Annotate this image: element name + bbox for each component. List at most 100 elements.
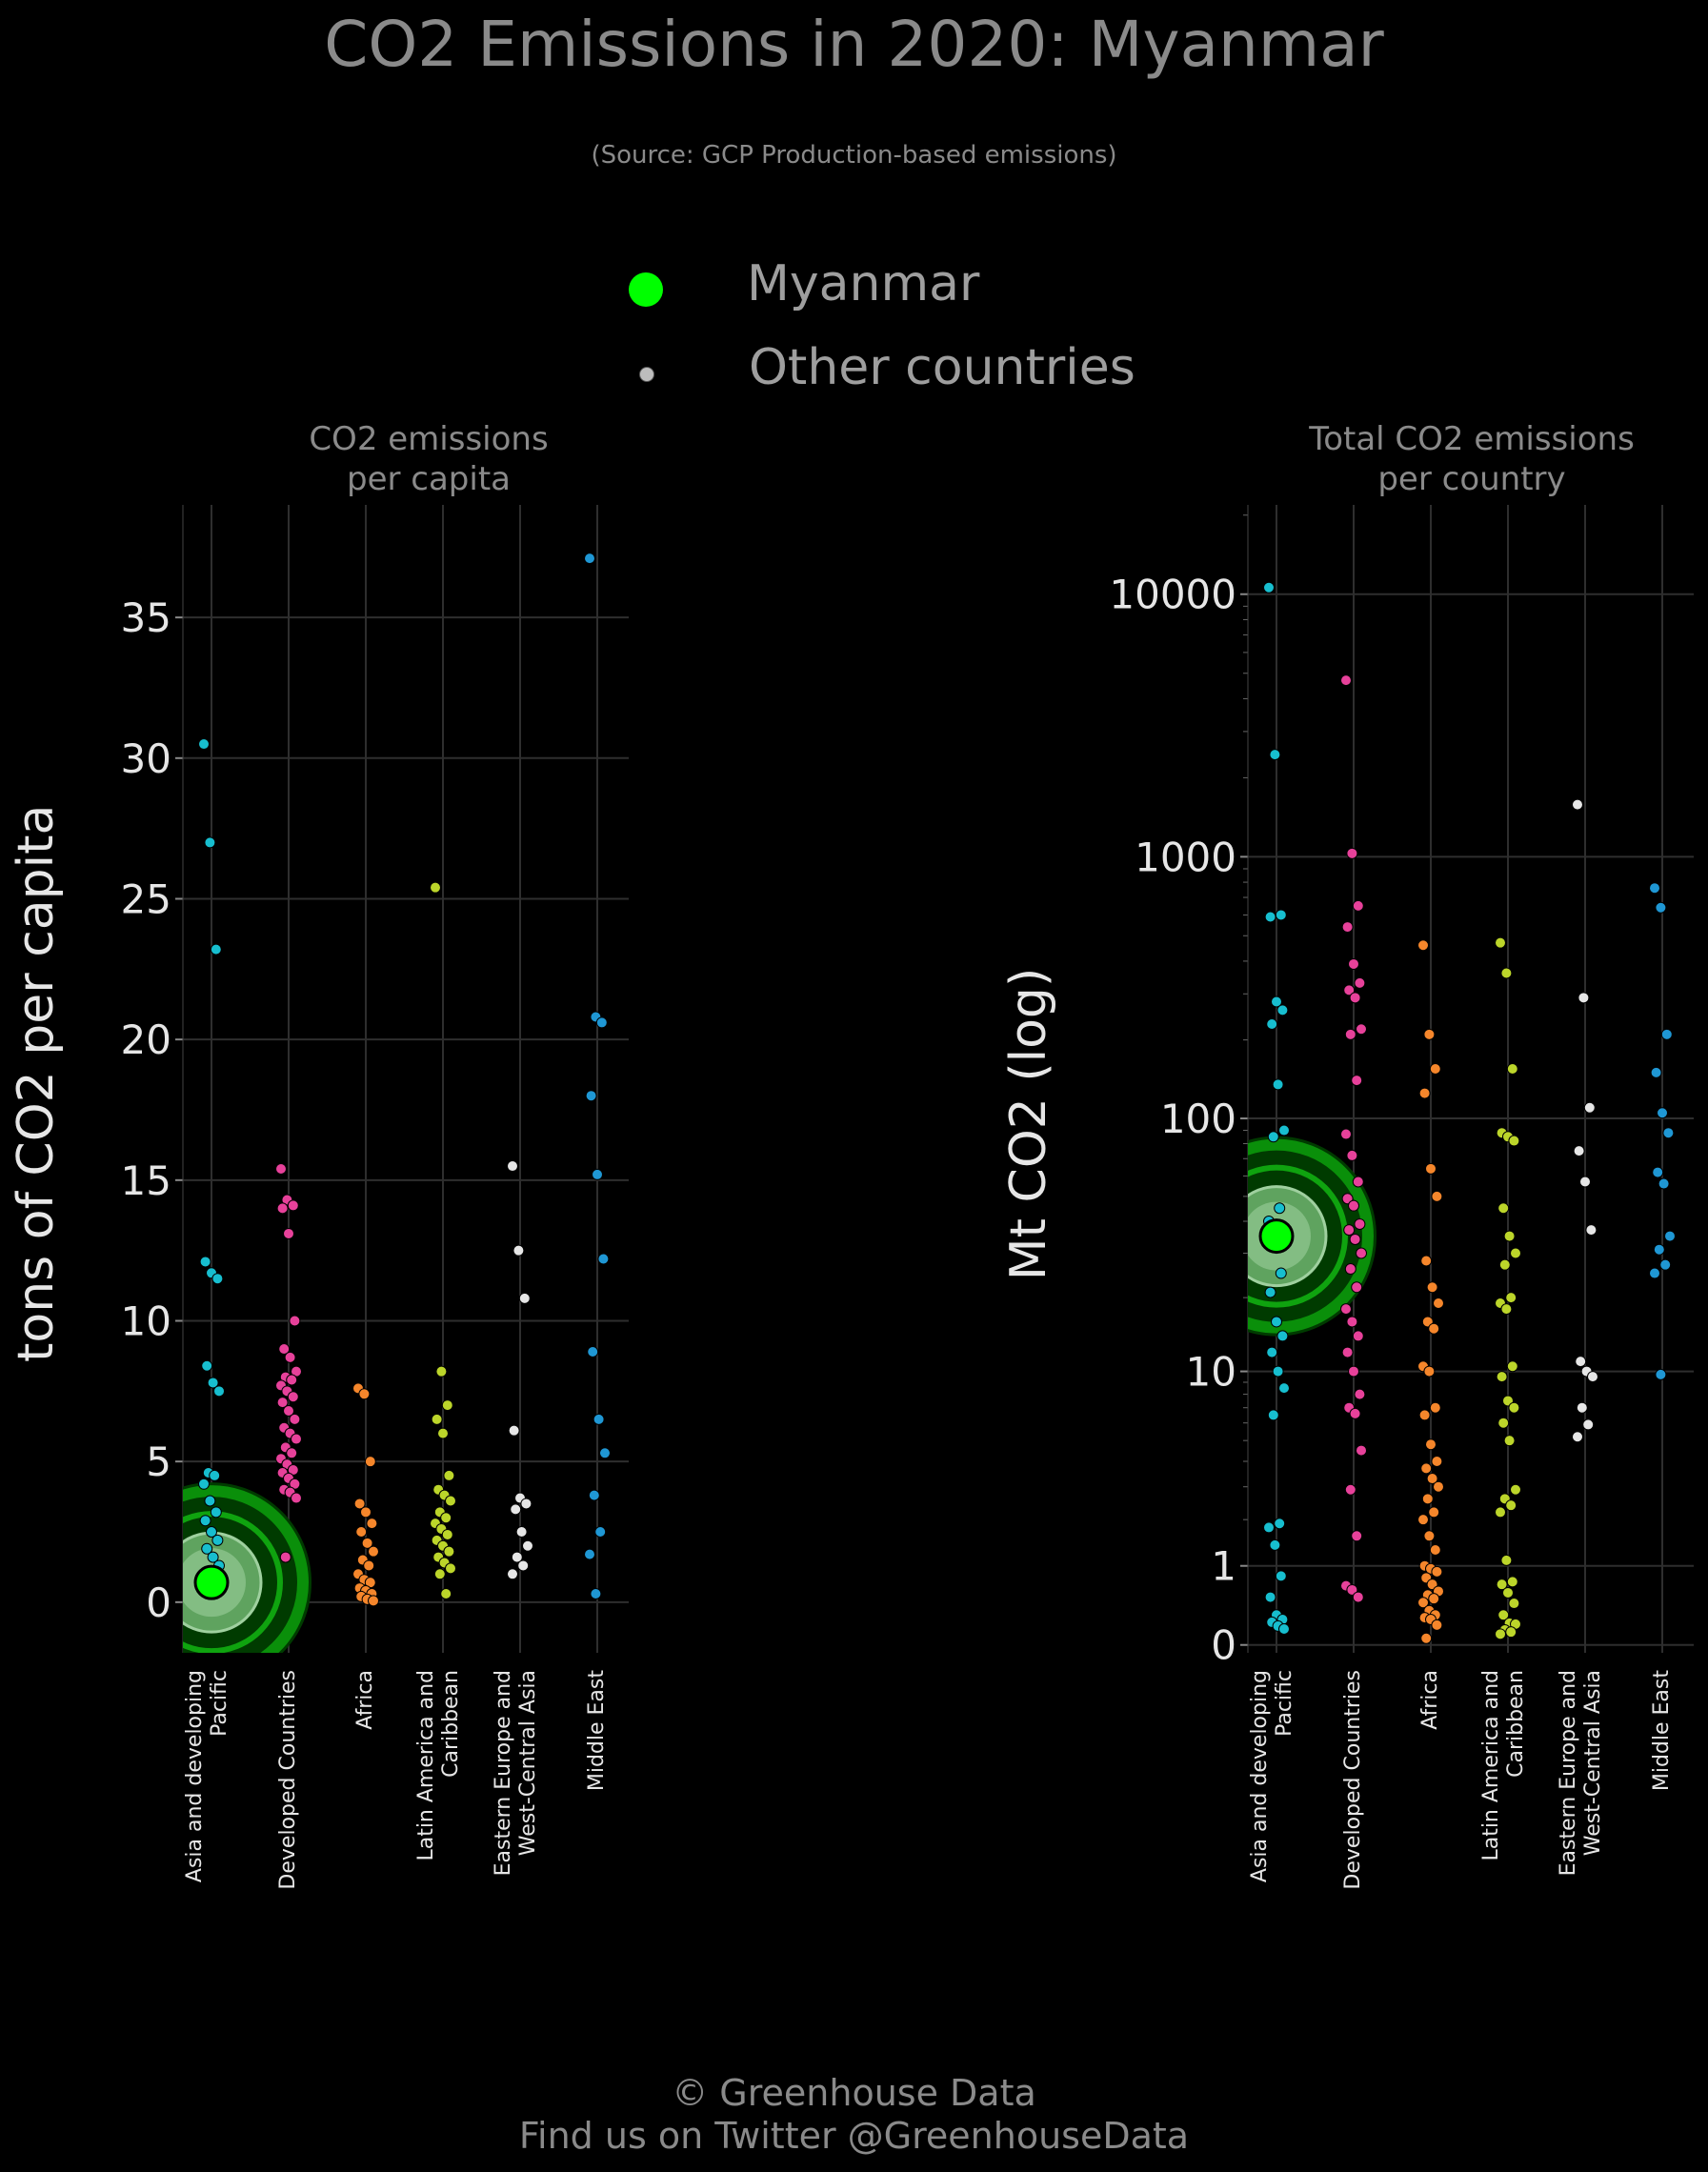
data-point: [1346, 1316, 1358, 1328]
data-point: [1425, 1438, 1437, 1451]
data-point: [440, 1512, 452, 1524]
data-point: [1503, 1435, 1516, 1447]
highlight-halo: [1248, 1136, 1376, 1337]
data-point: [363, 1559, 375, 1572]
data-point: [511, 1551, 523, 1563]
data-point: [1657, 1107, 1668, 1119]
data-point: [1266, 1017, 1278, 1030]
panel-title-left-line1: CO2 emissions: [309, 420, 549, 458]
data-point: [361, 1537, 373, 1549]
data-point: [201, 1359, 213, 1372]
data-point: [1264, 911, 1276, 923]
data-point: [1275, 1570, 1287, 1582]
x-tick-label: Latin America and: [1479, 1670, 1503, 1861]
data-point: [1497, 1609, 1510, 1621]
data-point: [276, 1397, 289, 1409]
data-point: [1278, 1382, 1290, 1395]
x-tick-label: Developed Countries: [276, 1670, 300, 1890]
data-point: [1264, 1591, 1276, 1603]
data-point: [599, 1447, 611, 1459]
data-point: [287, 1391, 299, 1403]
data-point: [209, 1469, 221, 1481]
y-tick-label: 0: [146, 1579, 171, 1626]
data-point: [198, 738, 210, 751]
data-point: [1572, 1431, 1583, 1443]
data-point: [1587, 1371, 1598, 1383]
data-point: [1340, 1303, 1352, 1316]
data-point: [279, 1551, 291, 1563]
data-point: [210, 1506, 222, 1518]
y-tick-label: 10000: [1109, 572, 1236, 618]
data-point: [283, 1405, 294, 1418]
legend-marker-highlight: [629, 272, 663, 307]
data-point: [1510, 1247, 1521, 1259]
data-point: [1502, 1586, 1514, 1599]
data-point: [275, 1163, 287, 1176]
data-point: [587, 1345, 599, 1358]
data-point: [1431, 1619, 1443, 1631]
data-point: [207, 1551, 219, 1563]
data-point: [1500, 1554, 1513, 1566]
data-point: [1264, 1286, 1276, 1298]
data-point: [1510, 1483, 1521, 1496]
data-point: [1508, 1598, 1520, 1610]
panel-title-right: Total CO2 emissions per country: [1262, 419, 1681, 499]
data-point: [1425, 1162, 1437, 1175]
data-point: [1266, 1346, 1278, 1358]
data-point: [441, 1528, 453, 1540]
data-point: [1429, 1062, 1441, 1075]
data-point: [1417, 939, 1429, 952]
data-point: [358, 1388, 371, 1400]
y-tick-label: 35: [121, 594, 171, 641]
y-tick-label: 30: [121, 735, 171, 782]
data-point: [1431, 1455, 1443, 1467]
data-point: [1423, 1028, 1436, 1040]
data-point: [1572, 798, 1583, 811]
data-point: [593, 1413, 605, 1425]
x-tick-label: Caribbean: [439, 1670, 463, 1778]
halo-ring-inner: [1248, 1164, 1348, 1308]
data-point: [1500, 1303, 1513, 1316]
data-point: [1420, 1632, 1433, 1644]
panel-title-right-line2: per country: [1377, 460, 1566, 498]
data-point: [1653, 1243, 1665, 1256]
data-point: [1348, 957, 1359, 970]
y-tick-label: 5: [146, 1438, 171, 1485]
data-point: [1428, 1322, 1440, 1335]
legend-label-highlight: Myanmar: [747, 255, 980, 312]
data-point: [1346, 1149, 1358, 1161]
data-point: [1495, 1506, 1506, 1518]
data-point: [515, 1526, 528, 1538]
data-point: [287, 1199, 299, 1212]
data-point: [1655, 1368, 1667, 1380]
y-tick-label: 100: [1160, 1096, 1236, 1142]
data-point: [507, 1568, 518, 1580]
data-point: [1426, 1281, 1438, 1294]
data-point: [433, 1568, 446, 1580]
data-point: [1267, 1409, 1279, 1421]
y-tick-label: 15: [121, 1157, 171, 1204]
y-tick-label: 25: [121, 875, 171, 922]
data-point: [1271, 996, 1282, 1008]
data-point: [592, 1168, 603, 1180]
data-point: [1275, 1267, 1287, 1279]
data-point: [1658, 1177, 1670, 1190]
data-point: [286, 1374, 298, 1386]
data-point: [1664, 1230, 1676, 1242]
y-tick-label: 10: [1186, 1349, 1236, 1396]
x-tick-label: West-Central Asia: [1581, 1670, 1605, 1856]
data-point: [276, 1202, 289, 1215]
data-point: [584, 1548, 595, 1560]
footer-copyright: © Greenhouse Data: [672, 2072, 1036, 2114]
data-point: [1496, 1371, 1508, 1383]
legend: Myanmar Other countries: [610, 255, 1200, 417]
x-tick-label: Caribbean: [1504, 1670, 1528, 1778]
data-point: [278, 1343, 291, 1356]
data-point: [1508, 1401, 1520, 1414]
data-point: [1495, 1628, 1506, 1640]
data-point: [443, 1545, 455, 1558]
data-point: [204, 836, 216, 849]
data-point: [289, 1413, 301, 1425]
data-point: [1356, 1444, 1367, 1457]
